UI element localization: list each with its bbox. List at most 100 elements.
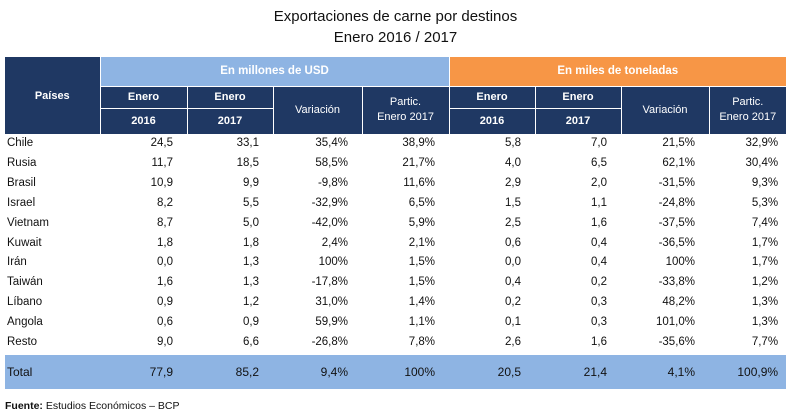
cell-tons-2016: 0,4 [505, 276, 522, 289]
cell-tons-partic: 1,7% [751, 236, 779, 249]
cell-usd-partic: 1,1% [408, 316, 436, 329]
cell-tons-2017: 1,6 [591, 336, 608, 349]
cell-country: Chile [7, 137, 34, 149]
cell-usd-2016: 24,5 [150, 137, 173, 149]
header-tons-partic-line2: Enero 2017 [719, 111, 777, 124]
cell-usd-2016: 1,8 [157, 236, 173, 249]
cell-usd-2016: 8,2 [157, 196, 173, 209]
cell-tons-2016: 4,0 [505, 156, 522, 169]
cell-tons-partic: 7,4% [751, 216, 779, 229]
cell-tons-partic: 7,7% [751, 336, 779, 349]
source-note: Fuente: Estudios Económicos – BCP [5, 400, 179, 412]
cell-tons-2016: 2,6 [505, 336, 522, 349]
table-subtitle: Enero 2016 / 2017 [333, 29, 458, 46]
cell-tons-2016: 0,0 [505, 256, 522, 269]
source-text: Estudios Económicos – BCP [42, 400, 180, 412]
cell-tons-2017: 0,3 [591, 296, 608, 309]
cell-usd-2016: 0,0 [157, 256, 173, 269]
cell-usd-2016: 8,7 [157, 216, 173, 229]
table-row: Angola 0,6 0,9 59,9% 1,1% 0,1 0,3 101,0% 1,3% [5, 313, 786, 333]
cell-country: Rusia [7, 156, 37, 169]
cell-usd-variacion: 58,5% [315, 156, 348, 169]
cell-tons-2017: 1,1 [591, 196, 608, 209]
cell-country: Brasil [7, 176, 36, 189]
cell-usd-2017: 1,3 [243, 256, 259, 269]
exports-table: Países En millones de USD En miles de to… [5, 57, 787, 389]
cell-country: Taiwán [7, 276, 43, 289]
cell-tons-variacion: -31,5% [658, 176, 696, 189]
cell-usd-partic: 7,8% [408, 336, 436, 349]
cell-country: Israel [7, 196, 36, 209]
source-label: Fuente: [5, 400, 43, 412]
table-row: Vietnam 8,7 5,0 -42,0% 5,9% 2,5 1,6 -37,5% 7,4% [5, 214, 786, 234]
cell-tons-partic: 1,3% [751, 316, 779, 329]
header-usd-variacion: Variación [272, 86, 362, 134]
cell-country: Kuwait [7, 236, 42, 249]
cell-tons-variacion: -35,6% [658, 336, 696, 349]
cell-tons-variacion: -24,8% [658, 196, 696, 209]
cell-tons-2017: 7,0 [591, 137, 608, 149]
cell-tons-partic: 9,3% [751, 176, 779, 189]
cell-usd-variacion: -9,8% [317, 176, 348, 189]
cell-country: Resto [7, 336, 38, 349]
cell-tons-2017: 0,4 [591, 256, 608, 269]
table-row: Israel 8,2 5,5 -32,9% 6,5% 1,5 1,1 -24,8% 5,3% [5, 194, 786, 214]
cell-usd-2017: 9,9 [243, 176, 259, 189]
cell-tons-partic: 30,4% [745, 156, 779, 169]
cell-tons-partic: 32,9% [745, 137, 779, 149]
cell-usd-partic: 2,1% [408, 236, 436, 249]
table-row: Líbano 0,9 1,2 31,0% 1,4% 0,2 0,3 48,2% 1,3% [5, 293, 786, 313]
cell-usd-partic: 1,5% [408, 276, 436, 289]
cell-usd-variacion: -26,8% [311, 336, 348, 349]
cell-usd-2016: 9,0 [157, 336, 173, 349]
cell-usd-2017: 18,5 [236, 156, 259, 169]
cell-usd-variacion: 2,4% [321, 236, 348, 249]
cell-tons-partic: 5,3% [751, 196, 779, 209]
cell-tons-2016: 2,5 [505, 216, 522, 229]
cell-usd-2016: 11,7 [151, 156, 173, 169]
cell-usd-2017: 1,8 [243, 236, 259, 249]
cell-tons-2017: 0,3 [591, 316, 608, 329]
header-usd-partic: Partic. Enero 2017 [361, 86, 450, 134]
cell-tons-2017: 2,0 [591, 176, 608, 189]
cell-tons-2016: 1,5 [505, 196, 522, 209]
cell-usd-2016: 1,6 [157, 276, 173, 289]
total-tons-2017: 21,4 [535, 352, 622, 389]
cell-usd-variacion: 31,0% [315, 296, 348, 309]
cell-tons-partic: 1,7% [751, 256, 779, 269]
header-group-tons: En miles de toneladas [448, 57, 787, 87]
cell-usd-2016: 10,9 [150, 176, 173, 189]
cell-tons-2017: 0,2 [591, 276, 608, 289]
cell-usd-2017: 1,2 [243, 296, 259, 309]
table-row: Chile 24,5 33,1 35,4% 38,9% 5,8 7,0 21,5% 32,9% [5, 134, 786, 154]
cell-tons-2017: 6,5 [591, 156, 608, 169]
total-row: Total 77,9 85,2 9,4% 100% 20,5 21,4 4,1%… [5, 352, 787, 389]
header-usd-enero-2017: Enero [186, 86, 273, 109]
total-usd-variacion: 9,4% [273, 352, 362, 389]
cell-tons-variacion: 100% [665, 256, 696, 269]
cell-usd-2017: 1,3 [243, 276, 259, 289]
header-tons-year-2016: 2016 [448, 108, 536, 134]
header-tons-enero-2016: Enero [448, 86, 536, 109]
cell-usd-2016: 0,9 [157, 296, 173, 309]
header-tons-partic-line1: Partic. [732, 96, 764, 109]
cell-tons-variacion: 62,1% [662, 156, 696, 169]
header-tons-year-2017: 2017 [534, 108, 622, 134]
cell-usd-partic: 1,4% [408, 296, 436, 309]
cell-tons-variacion: 21,5% [662, 137, 696, 149]
total-tons-variacion: 4,1% [621, 352, 710, 389]
header-countries: Países [5, 57, 100, 134]
cell-tons-2017: 1,6 [591, 216, 608, 229]
total-usd-2017: 85,2 [187, 352, 273, 389]
table-row: Brasil 10,9 9,9 -9,8% 11,6% 2,9 2,0 -31,5% 9,3% [5, 174, 786, 194]
cell-tons-2016: 2,9 [505, 176, 522, 189]
table-row: Rusia 11,7 18,5 58,5% 21,7% 4,0 6,5 62,1% 30,4% [5, 154, 786, 174]
cell-usd-variacion: -42,0% [311, 216, 348, 229]
cell-tons-variacion: -37,5% [658, 216, 696, 229]
cell-tons-2016: 0,6 [505, 236, 522, 249]
header-usd-partic-line1: Partic. [389, 96, 422, 109]
header-tons-enero-2017: Enero [534, 86, 622, 109]
table-row: Resto 9,0 6,6 -26,8% 7,8% 2,6 1,6 -35,6% 7,7% [5, 333, 786, 354]
cell-usd-2017: 6,6 [243, 336, 259, 349]
table-row: Irán 0,0 1,3 100% 1,5% 0,0 0,4 100% 1,7% [5, 253, 786, 273]
